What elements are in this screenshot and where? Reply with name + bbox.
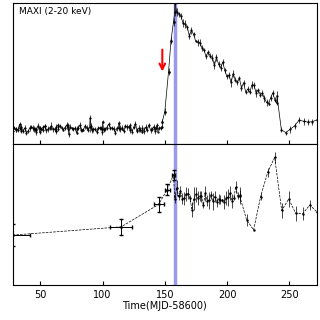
Text: MAXI (2-20 keV): MAXI (2-20 keV)	[19, 7, 91, 16]
X-axis label: Time(MJD-58600): Time(MJD-58600)	[123, 301, 207, 311]
